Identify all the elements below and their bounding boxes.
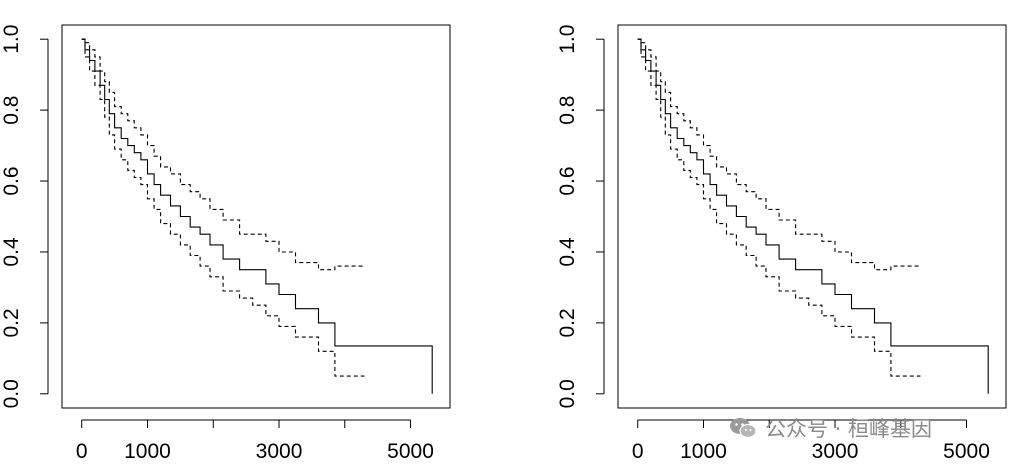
plot-frame — [617, 24, 1007, 409]
x-tick-label: 5000 — [943, 440, 990, 463]
watermark-text: 公众号 · 桓峰基因 — [765, 417, 933, 441]
upper-confidence-curve — [637, 38, 921, 271]
y-tick-label: 0.4 — [0, 237, 23, 267]
survival-curve — [637, 38, 989, 394]
y-tick-label: 1.0 — [0, 25, 23, 54]
plot-frame — [61, 24, 451, 409]
y-tick-label: 0.4 — [556, 237, 579, 267]
y-tick-label: 0.6 — [0, 166, 23, 195]
upper-confidence-curve — [81, 38, 365, 271]
y-tick-label: 0.6 — [556, 166, 579, 195]
x-tick-label: 1000 — [124, 440, 171, 463]
x-tick-label: 5000 — [387, 440, 434, 463]
y-tick-label: 0.0 — [0, 379, 23, 408]
lower-confidence-curve — [637, 38, 921, 377]
survival-plot-2: 0 1000 3000 5000 0.0 0.2 0.4 0.6 0.8 1.0 — [556, 24, 1007, 463]
watermark: 公众号 · 桓峰基因 — [729, 413, 932, 443]
y-tick-label: 0.8 — [556, 96, 579, 125]
y-tick-label: 0.2 — [0, 308, 23, 337]
y-tick-label: 1.0 — [556, 25, 579, 54]
x-tick-label: 0 — [76, 440, 88, 463]
y-tick-label: 0.8 — [0, 96, 23, 125]
x-tick-label: 3000 — [256, 440, 303, 463]
wechat-icon — [730, 418, 757, 439]
x-tick-label: 1000 — [680, 440, 727, 463]
y-tick-label: 0.2 — [556, 308, 579, 337]
y-tick-label: 0.0 — [556, 379, 579, 408]
x-tick-label: 0 — [632, 440, 644, 463]
x-tick-label: 3000 — [812, 440, 859, 463]
lower-confidence-curve — [81, 38, 365, 377]
survival-curve — [81, 38, 433, 394]
survival-plot-1: 0 1000 3000 5000 0.0 0.2 0.4 0.6 0.8 1.0 — [0, 24, 451, 463]
